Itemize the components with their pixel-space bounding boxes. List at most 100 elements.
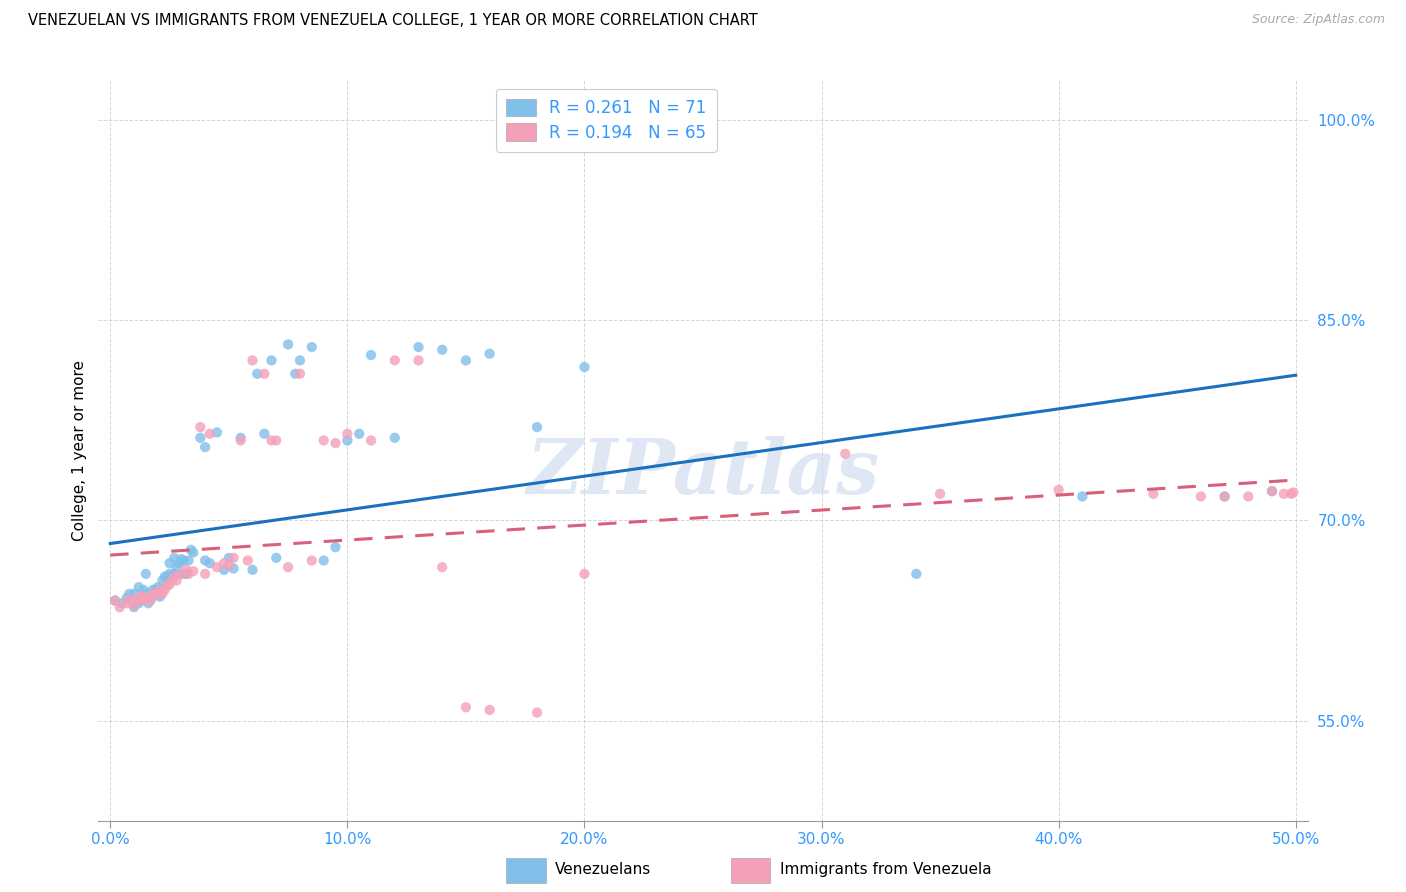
Point: [181, 564, 204, 578]
Point: [246, 367, 269, 381]
Point: [149, 590, 172, 604]
Text: ZIPatlas: ZIPatlas: [526, 435, 880, 509]
Point: [159, 556, 181, 570]
Point: [526, 420, 548, 434]
Point: [177, 553, 200, 567]
Point: [1213, 490, 1236, 504]
Point: [301, 553, 323, 567]
Point: [222, 550, 245, 565]
Point: [277, 337, 299, 351]
Point: [1047, 483, 1070, 497]
Point: [159, 577, 181, 591]
Point: [212, 563, 235, 577]
Point: [122, 599, 145, 613]
Point: [432, 343, 454, 357]
Point: [336, 434, 359, 448]
Point: [194, 440, 217, 454]
Point: [360, 434, 382, 448]
Point: [118, 587, 141, 601]
Point: [905, 566, 928, 581]
Point: [153, 582, 176, 597]
Point: [152, 574, 174, 588]
Point: [236, 553, 259, 567]
Point: [212, 556, 235, 570]
Point: [174, 563, 197, 577]
Point: [146, 580, 169, 594]
Point: [135, 566, 157, 581]
Point: [222, 561, 245, 575]
Point: [132, 591, 155, 605]
Point: [174, 566, 197, 581]
Point: [128, 596, 150, 610]
Point: [166, 574, 188, 588]
Point: [312, 434, 335, 448]
Point: [173, 553, 195, 567]
Point: [1237, 490, 1260, 504]
Point: [135, 591, 157, 605]
Point: [142, 590, 165, 604]
Y-axis label: College, 1 year or more: College, 1 year or more: [72, 360, 87, 541]
Point: [1282, 485, 1305, 500]
Point: [1279, 487, 1302, 501]
Point: [163, 566, 186, 581]
Point: [277, 560, 299, 574]
Point: [122, 587, 145, 601]
Point: [1261, 484, 1284, 499]
Point: [336, 426, 359, 441]
Point: [111, 596, 134, 610]
Point: [1189, 490, 1212, 504]
Point: [129, 593, 152, 607]
Point: [115, 591, 138, 605]
Text: VENEZUELAN VS IMMIGRANTS FROM VENEZUELA COLLEGE, 1 YEAR OR MORE CORRELATION CHAR: VENEZUELAN VS IMMIGRANTS FROM VENEZUELA …: [28, 13, 758, 29]
Point: [454, 353, 477, 368]
Point: [384, 431, 406, 445]
Point: [454, 700, 477, 714]
Point: [125, 592, 148, 607]
Point: [135, 593, 157, 607]
Point: [347, 426, 370, 441]
Point: [118, 592, 141, 607]
Point: [288, 353, 311, 368]
Point: [253, 367, 276, 381]
Legend: R = 0.261   N = 71, R = 0.194   N = 65: R = 0.261 N = 71, R = 0.194 N = 65: [496, 88, 717, 152]
Point: [142, 587, 165, 601]
Point: [122, 600, 145, 615]
Point: [284, 367, 307, 381]
Point: [260, 353, 283, 368]
Point: [143, 582, 166, 597]
Point: [167, 556, 190, 570]
Point: [218, 558, 240, 573]
Point: [177, 566, 200, 581]
Point: [205, 560, 228, 574]
Point: [1213, 490, 1236, 504]
Point: [301, 340, 323, 354]
Point: [142, 582, 165, 597]
Point: [1071, 490, 1094, 504]
Point: [163, 550, 186, 565]
Point: [135, 587, 157, 601]
Point: [264, 434, 287, 448]
Point: [190, 420, 212, 434]
Point: [526, 706, 548, 720]
Point: [432, 560, 454, 574]
Point: [929, 487, 952, 501]
Point: [1272, 487, 1295, 501]
Point: [104, 593, 127, 607]
Point: [156, 579, 179, 593]
Text: Immigrants from Venezuela: Immigrants from Venezuela: [780, 863, 993, 877]
Point: [108, 600, 131, 615]
Point: [384, 353, 406, 368]
Point: [264, 550, 287, 565]
Point: [574, 360, 596, 375]
Point: [242, 353, 264, 368]
Point: [312, 553, 335, 567]
Point: [163, 569, 186, 583]
Point: [360, 348, 382, 362]
Point: [1261, 484, 1284, 499]
Point: [160, 569, 183, 583]
Point: [136, 596, 159, 610]
Point: [229, 434, 252, 448]
Point: [229, 431, 252, 445]
Point: [408, 340, 430, 354]
Point: [325, 436, 347, 450]
